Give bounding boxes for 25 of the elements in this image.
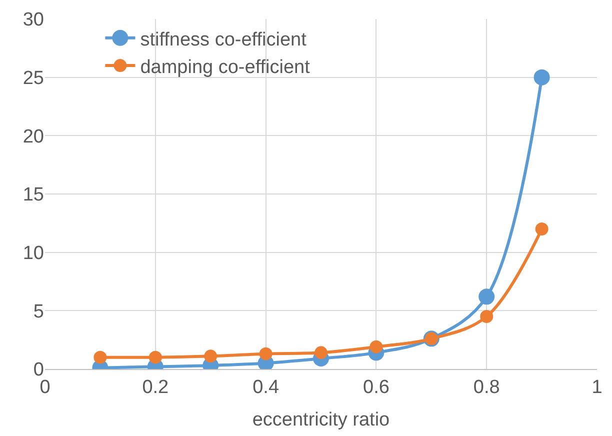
point xyxy=(148,350,162,364)
point xyxy=(370,340,383,354)
y-tick-label: 30 xyxy=(22,10,44,31)
point xyxy=(259,347,272,360)
x-tick-label: 1 xyxy=(592,376,602,398)
y-tick-label: 10 xyxy=(22,242,44,264)
x-tick-label: 0.8 xyxy=(473,376,500,398)
point xyxy=(480,310,494,323)
y-tick-label: 0 xyxy=(33,360,44,381)
y-tick-label: 20 xyxy=(22,126,44,148)
x-tick-label: 0.4 xyxy=(252,376,280,398)
point xyxy=(204,350,218,363)
x-axis-title: eccentricity ratio xyxy=(252,410,390,431)
point xyxy=(94,350,107,364)
x-tick-label: 0.6 xyxy=(362,376,390,398)
legend-label: stiffness co-efficient xyxy=(140,29,308,50)
point xyxy=(478,288,495,305)
legend-label: damping co-efficient xyxy=(140,56,311,78)
point xyxy=(314,346,328,360)
x-tick-label: 0.2 xyxy=(142,376,169,398)
point xyxy=(534,69,550,86)
y-tick-label: 15 xyxy=(22,184,44,206)
y-tick-label: 25 xyxy=(22,68,44,89)
point xyxy=(535,222,548,236)
y-tick-label: 5 xyxy=(33,301,44,322)
